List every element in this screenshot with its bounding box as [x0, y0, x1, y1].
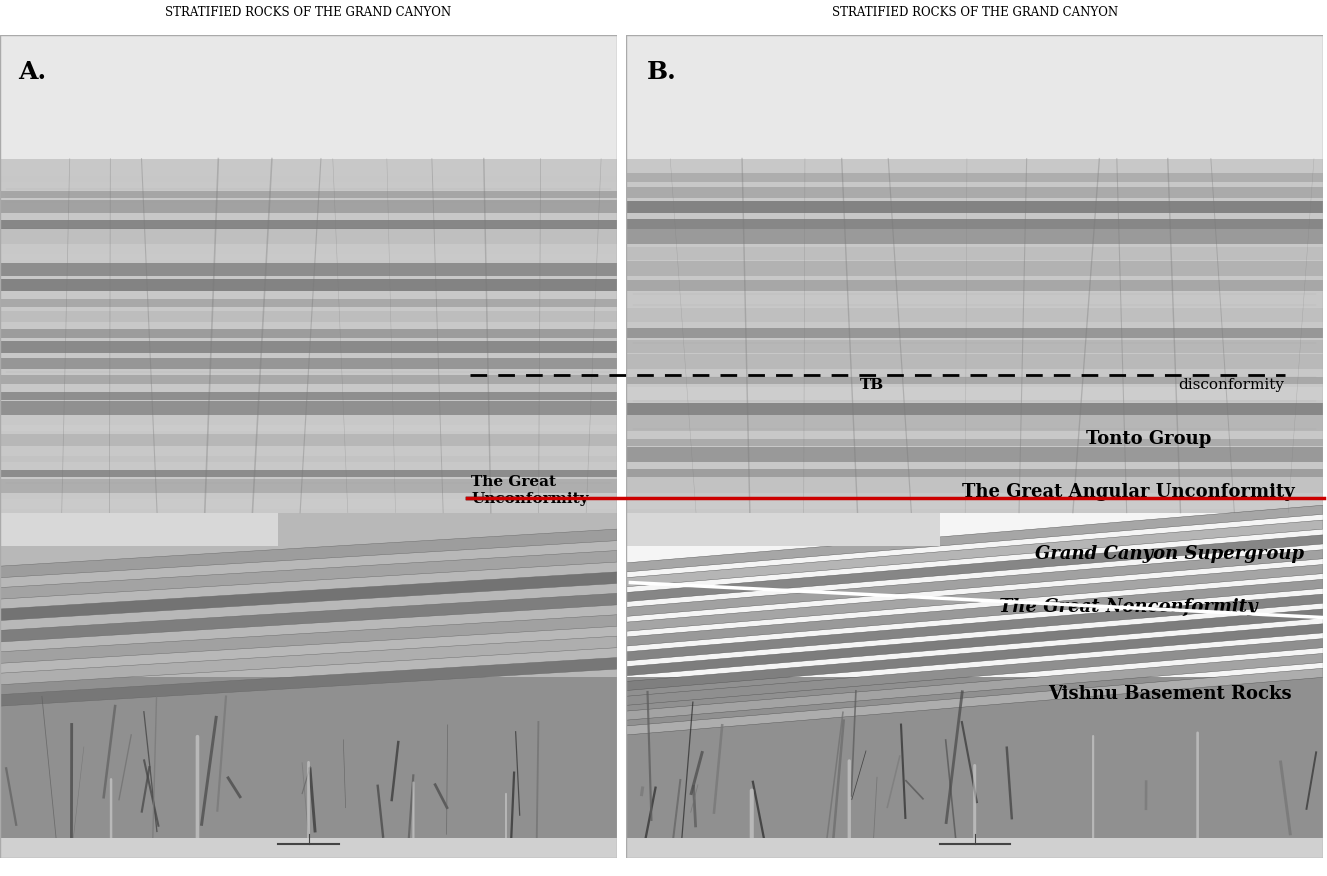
Bar — [0, 837, 617, 858]
Bar — [0, 512, 617, 677]
Polygon shape — [626, 668, 1323, 735]
Bar — [0, 498, 617, 508]
Bar — [626, 261, 1323, 276]
Bar — [0, 253, 617, 260]
Text: Grand Canyon Supergroup: Grand Canyon Supergroup — [1035, 545, 1304, 562]
Polygon shape — [626, 653, 1323, 720]
Polygon shape — [626, 609, 1323, 675]
Bar — [626, 159, 1323, 512]
Bar — [626, 201, 1323, 214]
Text: STRATIFIED ROCKS OF THE GRAND CANYON: STRATIFIED ROCKS OF THE GRAND CANYON — [166, 5, 451, 18]
Bar — [626, 328, 1323, 337]
Bar — [0, 328, 617, 337]
Bar — [626, 35, 1323, 159]
Bar — [626, 377, 1323, 385]
Bar — [626, 279, 1323, 291]
Polygon shape — [0, 636, 617, 685]
Bar — [626, 307, 1323, 322]
Polygon shape — [626, 505, 1323, 572]
Polygon shape — [626, 550, 1323, 617]
Polygon shape — [0, 550, 617, 599]
Bar — [626, 230, 1323, 244]
Polygon shape — [626, 520, 1323, 587]
Bar — [0, 191, 617, 198]
Bar — [626, 837, 1323, 858]
Bar — [626, 447, 1323, 462]
Bar — [626, 187, 1323, 198]
Text: Vishnu Basement Rocks: Vishnu Basement Rocks — [1048, 685, 1291, 703]
Text: The Great Nonconformity: The Great Nonconformity — [999, 598, 1257, 617]
Bar — [626, 247, 1323, 260]
Bar — [0, 341, 617, 353]
Polygon shape — [0, 529, 617, 577]
Bar — [0, 470, 617, 477]
Bar — [0, 358, 617, 369]
Bar — [626, 292, 1323, 307]
Polygon shape — [0, 615, 617, 663]
Bar — [0, 434, 617, 447]
Bar — [0, 201, 617, 214]
Bar — [0, 400, 617, 415]
Polygon shape — [0, 658, 617, 706]
Bar — [0, 456, 617, 462]
Bar — [626, 404, 1323, 415]
Bar — [626, 387, 1323, 399]
Text: Tonto Group: Tonto Group — [1087, 429, 1212, 448]
Bar — [626, 469, 1323, 477]
Polygon shape — [626, 594, 1323, 661]
Text: The Great
Unconformity: The Great Unconformity — [471, 476, 589, 505]
Bar — [626, 498, 1323, 508]
Bar — [0, 677, 617, 858]
Text: TB: TB — [860, 378, 884, 392]
Bar — [0, 312, 617, 322]
Bar — [626, 677, 1323, 858]
Bar — [626, 354, 1323, 369]
Polygon shape — [0, 593, 617, 642]
Bar — [0, 176, 617, 182]
Bar — [0, 159, 617, 512]
Bar — [626, 439, 1323, 447]
Polygon shape — [626, 535, 1323, 602]
Bar — [0, 425, 617, 431]
Bar — [626, 477, 1323, 493]
Bar — [0, 229, 617, 244]
Polygon shape — [626, 624, 1323, 690]
Bar — [626, 512, 940, 546]
Bar — [0, 392, 617, 399]
Bar — [626, 173, 1323, 182]
Text: disconformity: disconformity — [1178, 378, 1285, 392]
Bar — [626, 219, 1323, 229]
Bar — [0, 35, 617, 159]
Bar — [0, 299, 617, 307]
Bar — [626, 340, 1323, 353]
Polygon shape — [626, 564, 1323, 632]
Text: B.: B. — [648, 60, 677, 84]
Bar — [0, 220, 617, 229]
Bar — [0, 375, 617, 385]
Text: A.: A. — [19, 60, 46, 84]
Bar — [626, 415, 1323, 431]
Bar — [0, 512, 277, 546]
Bar — [0, 279, 617, 291]
Bar — [0, 264, 617, 276]
Text: The Great Angular Unconformity: The Great Angular Unconformity — [962, 483, 1294, 501]
Polygon shape — [626, 639, 1323, 705]
Polygon shape — [0, 572, 617, 620]
Text: STRATIFIED ROCKS OF THE GRAND CANYON: STRATIFIED ROCKS OF THE GRAND CANYON — [832, 5, 1117, 18]
Bar — [0, 479, 617, 493]
Polygon shape — [626, 579, 1323, 646]
